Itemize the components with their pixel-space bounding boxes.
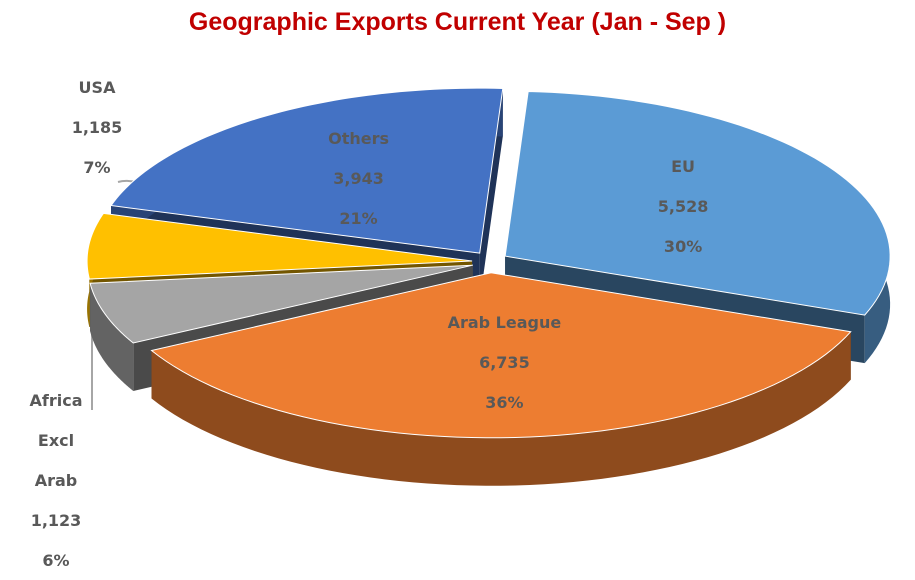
slice-name: Africa Excl Arab [29,391,83,490]
slice-percent: 7% [83,158,111,177]
slice-value: 1,185 [71,118,123,137]
chart-title: Geographic Exports Current Year (Jan - S… [188,8,727,36]
slice-value: 5,528 [657,196,709,216]
slice-name: USA [78,78,116,97]
slice-percent: 30% [663,236,703,256]
slice-value: 6,735 [479,353,530,373]
slice-top [89,264,473,344]
slice-side [479,88,503,302]
slice-percent: 6% [42,551,70,570]
slice-percent: 36% [485,393,524,413]
slice-top [150,272,852,439]
slice-rim [90,283,134,391]
slice-value: 3,943 [333,168,384,188]
slice-top [110,87,504,254]
slice-top [504,90,891,316]
slice [150,272,852,486]
slice-name: Others [328,128,389,148]
slice-name: EU [671,156,696,176]
slice-name: Arab League [447,313,562,333]
slice-top [86,212,473,280]
slice-percent: 21% [339,208,378,228]
slice-rim [151,331,851,486]
slice-value: 1,123 [30,511,82,530]
